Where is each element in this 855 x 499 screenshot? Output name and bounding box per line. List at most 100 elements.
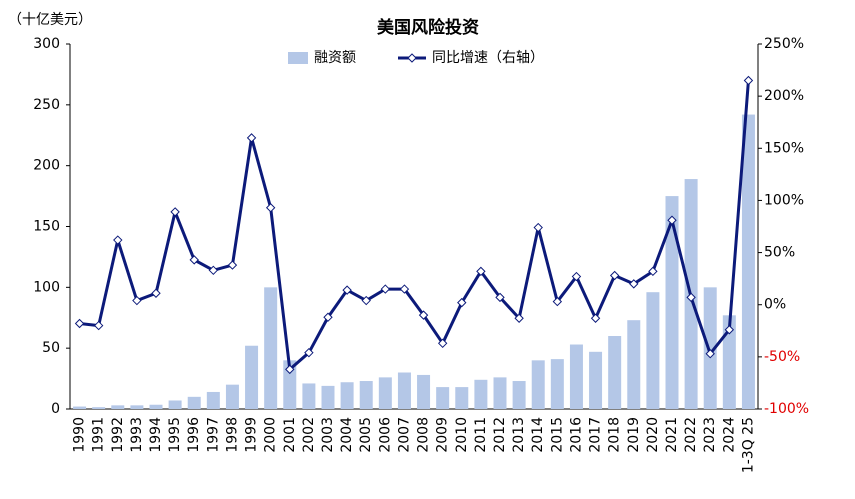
legend-label: 融资额	[314, 50, 356, 66]
bar	[264, 287, 278, 409]
x-tick-label: 2013	[511, 417, 527, 453]
bar	[512, 381, 526, 409]
line-marker	[285, 364, 295, 375]
x-tick-label: 2000	[263, 417, 279, 453]
y-tick-label: 250	[33, 97, 60, 113]
bar	[130, 405, 144, 409]
line-marker	[514, 313, 524, 323]
x-tick-label: 2022	[683, 417, 699, 453]
chart-title: 美国风险投资	[377, 17, 479, 38]
y-tick-label: 300	[33, 36, 60, 52]
line-marker	[265, 203, 276, 213]
bar	[206, 391, 220, 409]
line-marker	[705, 349, 715, 359]
y2-tick-label: 50%	[764, 245, 795, 261]
x-tick-label: 1995	[167, 417, 183, 453]
bar	[722, 315, 736, 409]
bar	[92, 407, 106, 409]
x-tick-label: 2014	[530, 417, 546, 453]
line-marker	[132, 295, 142, 306]
x-tick-label: 2007	[396, 417, 412, 453]
x-tick-label: 2004	[339, 417, 355, 453]
line-marker	[380, 284, 391, 294]
line-marker	[342, 285, 352, 295]
x-tick-label: 2008	[416, 417, 432, 453]
legend-swatch	[407, 53, 417, 63]
bar	[474, 379, 488, 409]
bar	[436, 387, 450, 409]
y-axis-label: （十亿美元）	[8, 12, 92, 28]
x-tick-label: 2002	[301, 417, 317, 453]
line-marker	[629, 279, 639, 289]
x-tick-label: 2017	[588, 417, 604, 453]
x-tick-label: 1996	[186, 417, 202, 453]
y2-tick-label: 0%	[764, 297, 786, 313]
line-marker	[170, 207, 180, 217]
line-marker	[590, 313, 601, 323]
y-tick-label: 150	[33, 219, 60, 235]
x-tick-label: 1990	[72, 417, 88, 453]
y-tick-label: 200	[33, 158, 60, 174]
bar	[627, 320, 641, 409]
line-marker	[151, 288, 161, 298]
bar	[493, 377, 507, 409]
x-tick-label: 2016	[568, 417, 584, 453]
bar	[321, 385, 335, 409]
line-marker	[533, 222, 543, 233]
bar	[378, 377, 392, 409]
line-marker	[667, 215, 677, 225]
bar	[550, 359, 564, 409]
bar	[149, 404, 163, 409]
bar	[168, 400, 182, 409]
line-marker	[437, 338, 448, 349]
x-tick-label: 1997	[205, 417, 221, 453]
bar	[569, 344, 583, 409]
x-tick-label: 1991	[91, 417, 107, 453]
bar	[665, 196, 679, 409]
bar	[111, 405, 125, 409]
x-tick-label: 2009	[435, 417, 451, 453]
x-tick-label: 2011	[473, 417, 489, 453]
bar	[187, 396, 201, 409]
x-tick-label: 1-3Q 25	[740, 417, 756, 473]
bar	[73, 406, 87, 409]
bar	[703, 287, 717, 409]
legend-label: 同比增速（右轴）	[432, 50, 544, 66]
line-marker	[361, 295, 371, 306]
line-marker	[323, 312, 333, 322]
bar	[340, 382, 354, 409]
y2-tick-label: 200%	[764, 88, 804, 104]
line-marker	[686, 292, 696, 303]
y2-tick-label: 250%	[764, 36, 804, 52]
bar	[302, 383, 316, 409]
y2-tick-label: 100%	[764, 192, 804, 208]
line-marker	[74, 318, 85, 329]
x-tick-label: 2005	[358, 417, 374, 453]
line-marker	[227, 260, 238, 270]
line-marker	[476, 266, 486, 277]
x-tick-label: 2018	[607, 417, 623, 453]
x-tick-label: 2001	[282, 417, 298, 453]
bar	[359, 381, 373, 409]
line	[79, 80, 750, 371]
bar	[417, 374, 431, 409]
bar	[283, 360, 297, 409]
line-marker	[208, 265, 219, 276]
x-tick-label: 1999	[244, 417, 260, 453]
x-tick-label: 1992	[110, 417, 126, 453]
x-tick-label: 2012	[492, 417, 508, 453]
legend-swatch	[288, 52, 308, 64]
line-marker	[246, 133, 257, 143]
bar	[455, 387, 469, 409]
bar	[225, 384, 239, 409]
y2-tick-label: 150%	[764, 140, 804, 156]
line-marker	[457, 297, 467, 308]
x-tick-label: 1994	[148, 417, 164, 453]
x-tick-label: 2019	[626, 417, 642, 453]
bar	[397, 372, 411, 409]
y2-tick-label: -50%	[764, 349, 800, 365]
x-tick-label: 2020	[645, 417, 661, 453]
line-marker	[93, 320, 104, 331]
